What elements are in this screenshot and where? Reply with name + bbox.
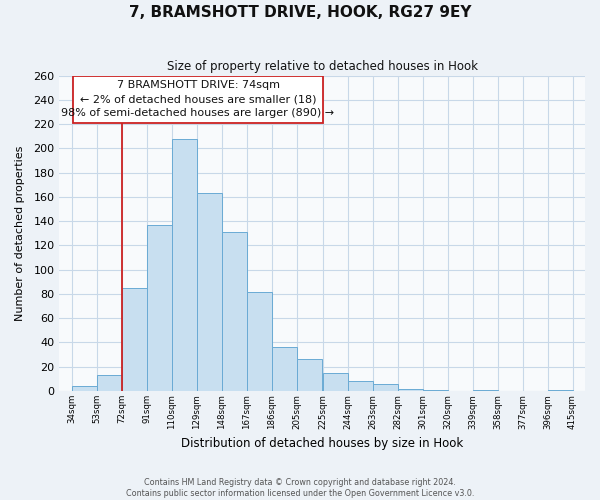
Bar bbox=[197, 193, 222, 391]
FancyBboxPatch shape bbox=[73, 76, 323, 123]
Bar bbox=[72, 386, 97, 391]
Bar bbox=[147, 225, 172, 391]
Text: ← 2% of detached houses are smaller (18): ← 2% of detached houses are smaller (18) bbox=[80, 95, 316, 105]
Bar bbox=[373, 384, 398, 391]
Bar bbox=[272, 348, 296, 391]
X-axis label: Distribution of detached houses by size in Hook: Distribution of detached houses by size … bbox=[181, 437, 463, 450]
Bar bbox=[548, 390, 572, 391]
Bar bbox=[398, 388, 423, 391]
Bar bbox=[423, 390, 448, 391]
Bar bbox=[97, 375, 122, 391]
Text: 7, BRAMSHOTT DRIVE, HOOK, RG27 9EY: 7, BRAMSHOTT DRIVE, HOOK, RG27 9EY bbox=[129, 5, 471, 20]
Bar bbox=[122, 288, 147, 391]
Y-axis label: Number of detached properties: Number of detached properties bbox=[15, 146, 25, 321]
Bar bbox=[323, 373, 348, 391]
Text: 98% of semi-detached houses are larger (890) →: 98% of semi-detached houses are larger (… bbox=[61, 108, 335, 118]
Text: 7 BRAMSHOTT DRIVE: 74sqm: 7 BRAMSHOTT DRIVE: 74sqm bbox=[116, 80, 280, 90]
Bar bbox=[222, 232, 247, 391]
Bar bbox=[473, 390, 497, 391]
Bar bbox=[296, 360, 322, 391]
Bar bbox=[172, 138, 197, 391]
Title: Size of property relative to detached houses in Hook: Size of property relative to detached ho… bbox=[167, 60, 478, 73]
Text: Contains HM Land Registry data © Crown copyright and database right 2024.
Contai: Contains HM Land Registry data © Crown c… bbox=[126, 478, 474, 498]
Bar bbox=[247, 292, 272, 391]
Bar bbox=[348, 382, 373, 391]
